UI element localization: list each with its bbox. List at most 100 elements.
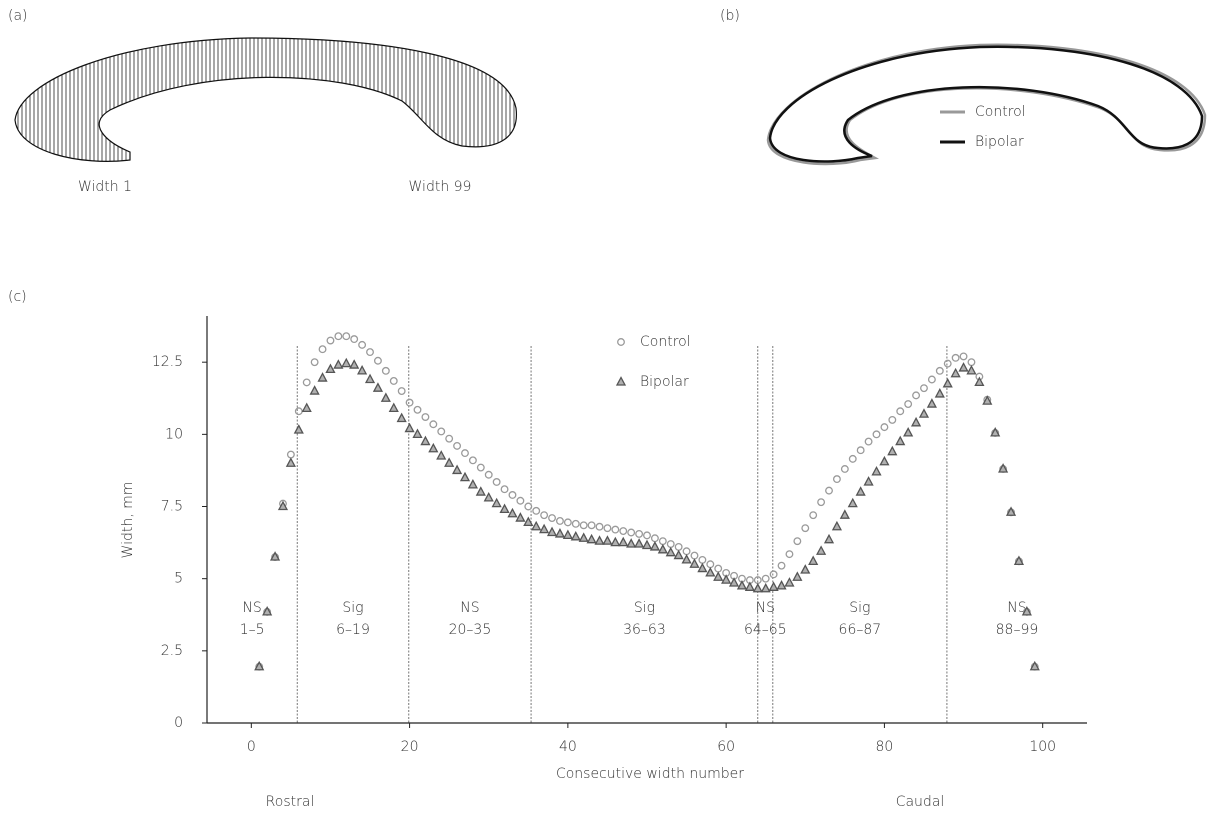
point <box>445 434 454 443</box>
region-range: 6–19 <box>336 622 370 638</box>
point <box>554 528 566 538</box>
point <box>459 471 471 482</box>
point <box>546 526 558 537</box>
x-tick-label: 20 <box>401 739 419 755</box>
point <box>531 520 542 531</box>
point <box>381 366 390 375</box>
point <box>302 378 311 387</box>
point <box>918 408 930 418</box>
point <box>681 554 692 564</box>
point <box>784 577 795 587</box>
point <box>974 376 985 387</box>
point <box>958 362 969 372</box>
point <box>349 359 360 369</box>
point <box>405 398 414 407</box>
point <box>998 463 1009 473</box>
point <box>705 567 716 577</box>
panel-label: (b) <box>720 8 740 24</box>
point <box>548 514 556 523</box>
point <box>562 529 573 540</box>
point <box>334 332 343 341</box>
region-name: NS <box>460 600 479 616</box>
point <box>776 580 787 590</box>
point <box>500 485 509 494</box>
point <box>666 540 675 548</box>
point <box>350 335 359 344</box>
point <box>491 497 502 508</box>
point <box>286 450 295 459</box>
point <box>1021 605 1032 616</box>
point <box>388 402 399 413</box>
point <box>476 463 485 472</box>
point <box>467 478 478 489</box>
point <box>872 430 881 439</box>
point <box>611 525 620 534</box>
point <box>610 536 621 547</box>
width-label: Width 1 <box>78 179 132 195</box>
y-tick-label: 0 <box>174 715 183 731</box>
point <box>317 372 328 382</box>
point <box>825 486 833 495</box>
point <box>595 522 604 531</box>
point <box>436 450 447 460</box>
point <box>578 532 589 542</box>
point <box>357 364 368 375</box>
point <box>539 523 550 534</box>
region-range: 64–65 <box>744 622 787 638</box>
point <box>832 475 841 484</box>
point <box>801 524 810 533</box>
point <box>318 345 327 354</box>
point <box>728 577 740 587</box>
point <box>706 560 715 569</box>
point <box>951 353 960 362</box>
point <box>896 407 905 416</box>
panel-label: (a) <box>8 8 28 24</box>
point <box>888 415 897 424</box>
point <box>619 527 628 535</box>
point <box>966 364 977 375</box>
region-name: Sig <box>342 600 363 616</box>
point <box>285 457 296 467</box>
point <box>420 435 431 446</box>
point <box>927 375 936 384</box>
region-range: 66–87 <box>839 622 882 638</box>
point <box>293 424 304 434</box>
point <box>697 562 708 573</box>
point <box>586 533 597 544</box>
point <box>982 395 993 405</box>
point <box>942 377 953 388</box>
point <box>817 498 826 507</box>
point <box>294 407 303 416</box>
region-range: 36–63 <box>623 622 666 638</box>
point <box>277 500 289 511</box>
point <box>643 531 651 540</box>
point <box>895 435 906 446</box>
y-tick-label: 7.5 <box>161 499 183 515</box>
point <box>310 358 319 367</box>
point <box>657 543 668 554</box>
point <box>855 486 866 496</box>
point <box>404 422 415 433</box>
point <box>515 512 526 522</box>
point <box>736 580 748 590</box>
point <box>453 441 462 450</box>
region-range: 1–5 <box>240 622 265 638</box>
point <box>777 561 786 570</box>
point <box>713 571 724 581</box>
callosum-outline <box>14 37 517 162</box>
x-tick-label: 40 <box>559 739 577 755</box>
point <box>516 496 525 505</box>
point <box>880 423 889 432</box>
point <box>570 530 581 541</box>
point <box>508 491 517 499</box>
point <box>421 413 430 421</box>
point <box>856 446 865 455</box>
point <box>910 416 922 427</box>
point <box>863 476 874 486</box>
point <box>943 359 952 368</box>
point <box>864 437 873 446</box>
point <box>912 391 921 400</box>
point <box>847 497 858 508</box>
legend-label: Control <box>640 334 691 350</box>
